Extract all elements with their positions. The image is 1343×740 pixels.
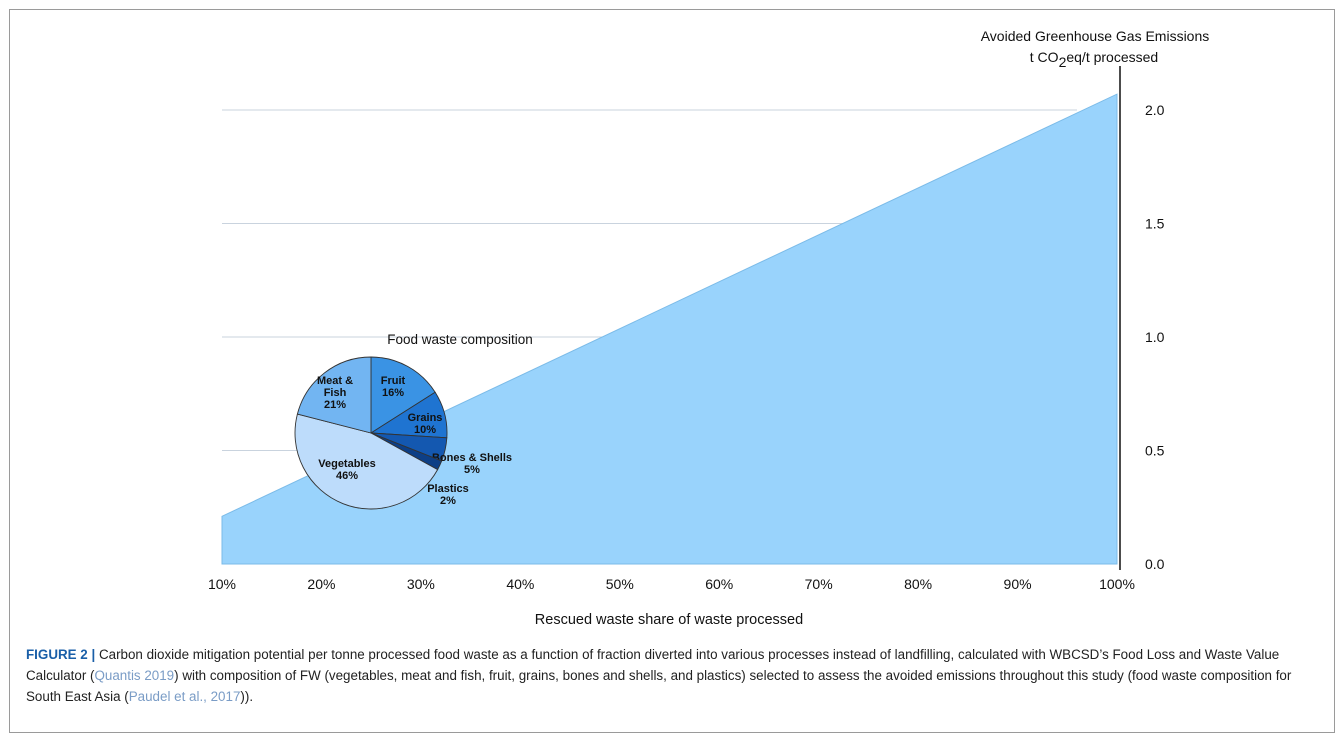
figure-chart: 0.0 0.5 1.0 1.5 2.0 10% 20% 30% 40% 50% 60% 70% 80%… (208, 28, 1210, 628)
y-tick-label: 1.0 (1145, 329, 1165, 345)
pie-title: Food waste composition (387, 332, 533, 347)
x-tick-label: 20% (307, 576, 335, 592)
caption-ref-paudel[interactable]: Paudel et al., 2017 (128, 689, 241, 704)
pie-label: Vegetables (318, 458, 375, 470)
x-tick-label: 10% (208, 576, 236, 592)
pie-label: Fish (324, 387, 347, 399)
x-tick-label: 40% (506, 576, 534, 592)
y-tick-label: 0.5 (1145, 443, 1165, 459)
pie-label: Plastics (427, 483, 469, 495)
x-tick-label: 30% (407, 576, 435, 592)
caption-text: ) with composition of FW (vegetables, me… (26, 668, 1292, 704)
pie-slice (370, 356, 436, 434)
pie-label: Grains (408, 412, 443, 424)
figure-caption: FIGURE 2 | Carbon dioxide mitigation pot… (26, 644, 1321, 707)
pie-label: 16% (382, 387, 404, 399)
pie-label: Fruit (381, 375, 406, 387)
x-tick-label: 80% (904, 576, 932, 592)
pie-label: 21% (324, 399, 346, 411)
pie-label: 5% (464, 464, 480, 476)
x-tick-labels: 10% 20% 30% 40% 50% 60% 70% 80% 90% 100% (208, 576, 1135, 592)
pie-label: Meat & (317, 375, 353, 387)
pie-slice (296, 356, 372, 434)
pie-label: Bones & Shells (432, 452, 512, 464)
x-axis-title: Rescued waste share of waste processed (535, 612, 803, 628)
caption-text: )). (240, 689, 254, 704)
caption-text: Carbon dioxide mitigation potential per … (26, 647, 1280, 683)
pie-label: 2% (440, 495, 456, 507)
x-tick-label: 100% (1099, 576, 1135, 592)
caption-label: FIGURE 2 | (26, 647, 96, 662)
pie-slice (294, 413, 439, 510)
y-tick-label: 2.0 (1145, 102, 1165, 118)
y-tick-label: 1.5 (1145, 216, 1165, 232)
caption-ref-quantis[interactable]: Quantis 2019 (94, 668, 175, 683)
x-tick-label: 60% (705, 576, 733, 592)
pie-label: 46% (336, 470, 358, 482)
y-axis-title-line1: Avoided Greenhouse Gas Emissions (981, 28, 1210, 44)
x-tick-label: 90% (1004, 576, 1032, 592)
pie-label: 10% (414, 424, 436, 436)
y-tick-labels: 0.0 0.5 1.0 1.5 2.0 (1145, 102, 1165, 572)
x-tick-label: 50% (606, 576, 634, 592)
y-tick-label: 0.0 (1145, 556, 1165, 572)
y-axis-title-line2: t CO2eq/t processed (1030, 49, 1158, 70)
x-tick-label: 70% (805, 576, 833, 592)
